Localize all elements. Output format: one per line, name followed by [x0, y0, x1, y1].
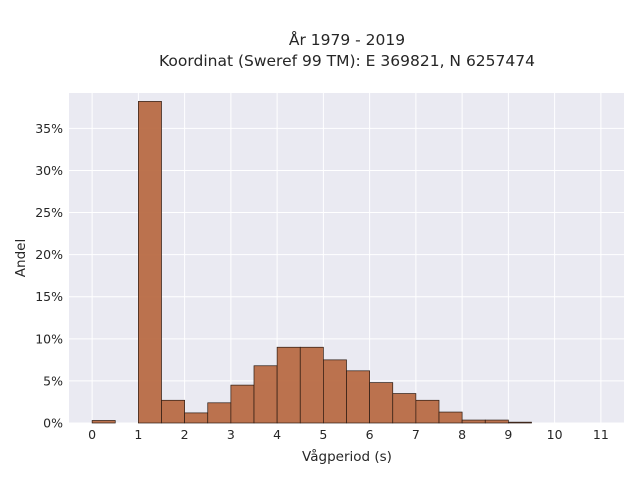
histogram-bar-3	[161, 399, 185, 424]
y-axis-ticks: 0% 5% 10% 15% 20% 25% 30% 35%	[35, 121, 63, 431]
x-tick-label: 8	[458, 427, 466, 442]
histogram-bar-14	[415, 399, 440, 424]
x-axis-label: Vågperiod (s)	[302, 448, 392, 465]
y-tick-label: 0%	[43, 416, 63, 431]
y-tick-label: 10%	[35, 331, 63, 346]
histogram-bar-0	[91, 420, 116, 424]
x-tick-label: 6	[366, 427, 374, 442]
x-tick-label: 10	[547, 427, 563, 442]
histogram-bar-15	[438, 411, 463, 424]
histogram-bar-12	[369, 382, 394, 424]
y-tick-label: 5%	[43, 373, 63, 388]
y-tick-label: 20%	[35, 247, 63, 262]
histogram-bar-2	[138, 101, 162, 424]
x-tick-label: 1	[134, 427, 142, 442]
chart-title-line-2: Koordinat (Sweref 99 TM): E 369821, N 62…	[159, 52, 535, 70]
histogram-bar-4	[184, 412, 209, 424]
x-tick-label: 11	[593, 427, 609, 442]
histogram-bar-6	[230, 384, 255, 424]
x-tick-label: 3	[227, 427, 235, 442]
x-tick-label: 5	[319, 427, 327, 442]
histogram-bar-10	[323, 359, 347, 424]
x-tick-label: 0	[88, 427, 96, 442]
histogram-bar-13	[392, 393, 417, 424]
grid-lines	[69, 93, 624, 424]
histogram-bar-11	[346, 370, 370, 424]
y-tick-label: 30%	[35, 163, 63, 178]
histogram-bar-16	[461, 419, 486, 424]
chart-title-line-1: År 1979 - 2019	[289, 30, 405, 49]
histogram-bar-5	[207, 402, 232, 424]
x-axis-ticks: 0 1 2 3 4 5 6 7 8 9 10 11	[88, 427, 609, 442]
histogram-bar-7	[253, 365, 278, 424]
histogram-bars	[91, 101, 532, 424]
y-tick-label: 15%	[35, 289, 63, 304]
histogram-bar-17	[484, 419, 509, 424]
y-axis-label: Andel	[13, 239, 29, 277]
x-tick-label: 2	[181, 427, 189, 442]
y-tick-label: 25%	[35, 205, 63, 220]
x-tick-label: 7	[412, 427, 420, 442]
y-tick-label: 35%	[35, 121, 63, 136]
x-tick-label: 9	[504, 427, 512, 442]
histogram-bar-9	[299, 346, 324, 424]
x-tick-label: 4	[273, 427, 281, 442]
histogram-bar-18	[508, 421, 532, 424]
histogram-bar-8	[276, 346, 301, 424]
